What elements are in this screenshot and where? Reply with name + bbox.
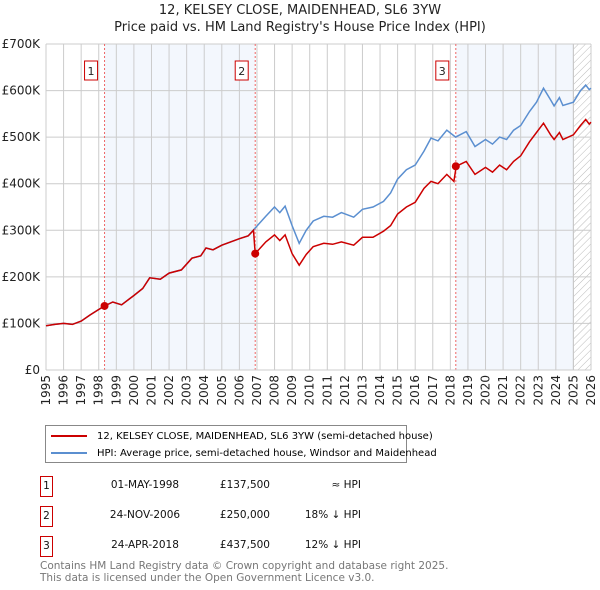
sale-badge-label: 1 (88, 65, 95, 78)
y-tick-label: £700K (2, 37, 42, 51)
x-tick-label: 2005 (215, 375, 229, 406)
sale-price: £250,000 (219, 509, 270, 521)
sale-price: £437,500 (219, 539, 270, 551)
x-tick-label: 2015 (391, 375, 405, 406)
x-tick-label: 2009 (285, 375, 299, 406)
x-tick-label: 2023 (531, 375, 545, 406)
legend-item-hpi: HPI: Average price, semi-detached house,… (46, 445, 437, 461)
ownership-band (455, 44, 574, 370)
x-tick-label: 2020 (479, 375, 493, 406)
sale-badge (234, 60, 249, 81)
x-tick-label: 2003 (180, 375, 194, 406)
sale-point (451, 162, 460, 171)
sale-marker-badge: 3 (40, 536, 53, 557)
sale-point (251, 249, 260, 258)
sale-hpi-diff: 18% ↓ HPI (304, 509, 361, 521)
chart-title: 12, KELSEY CLOSE, MAIDENHEAD, SL6 3YW (158, 3, 442, 18)
y-tick-label: £600K (2, 84, 42, 98)
x-tick-label: 1996 (57, 375, 71, 406)
x-tick-label: 2007 (250, 375, 264, 406)
y-tick-label: £100K (2, 316, 42, 330)
x-tick-label: 2002 (162, 375, 176, 406)
x-tick-label: 2021 (496, 375, 510, 406)
y-tick-label: £0 (25, 363, 40, 377)
x-tick-label: 2016 (408, 375, 422, 406)
sale-badge (435, 60, 450, 81)
x-tick-label: 1999 (109, 375, 123, 406)
legend: 12, KELSEY CLOSE, MAIDENHEAD, SL6 3YW (s… (45, 425, 437, 463)
x-tick-label: 2017 (426, 375, 440, 406)
x-tick-label: 2001 (144, 375, 158, 406)
sale-marker-badge: 2 (40, 506, 53, 527)
x-tick-label: 2004 (197, 375, 211, 406)
y-tick-label: £500K (2, 130, 42, 144)
sale-marker-badge: 1 (40, 476, 53, 497)
x-tick-label: 2024 (549, 375, 563, 406)
sale-price: £137,500 (219, 479, 270, 491)
y-tick-label: £300K (2, 223, 42, 237)
x-tick-label: 2010 (303, 375, 317, 406)
x-tick-label: 2019 (461, 375, 475, 406)
x-tick-label: 1998 (92, 375, 106, 406)
legend-blue-line (51, 452, 87, 454)
x-tick-label: 1997 (74, 375, 88, 406)
sale-hpi-diff: 12% ↓ HPI (304, 539, 361, 551)
sale-hpi-diff: ≈ HPI (331, 479, 361, 491)
x-tick-label: 2025 (566, 375, 580, 406)
legend-label: 12, KELSEY CLOSE, MAIDENHEAD, SL6 3YW (s… (97, 430, 433, 442)
footer: Contains HM Land Registry data © Crown c… (40, 560, 448, 584)
legend-label: HPI: Average price, semi-detached house,… (97, 447, 437, 459)
x-tick-label: 2011 (320, 375, 334, 406)
x-tick-label: 2014 (373, 375, 387, 406)
x-tick-label: 2022 (514, 375, 528, 406)
price-paid-line (45, 118, 592, 327)
x-tick-label: 2012 (338, 375, 352, 406)
y-tick-label: £200K (2, 270, 42, 284)
y-tick-label: £400K (2, 177, 42, 191)
sale-badge-label: 3 (439, 65, 446, 78)
x-tick-label: 1995 (39, 375, 53, 406)
x-tick-label: 2006 (232, 375, 246, 406)
x-tick-label: 2008 (268, 375, 282, 406)
footer-copyright: Contains HM Land Registry data © Crown c… (40, 560, 449, 572)
sale-point (100, 301, 109, 310)
x-tick-label: 2026 (584, 375, 598, 406)
forecast-hatch (573, 44, 591, 370)
x-tick-label: 2013 (355, 375, 369, 406)
legend-red-line (51, 435, 87, 437)
ownership-band (104, 44, 256, 370)
sale-date: 01-MAY-1998 (110, 479, 180, 491)
chart-subtitle: Price paid vs. HM Land Registry's House … (114, 20, 486, 35)
sale-date: 24-APR-2018 (111, 539, 179, 551)
sale-badge (84, 60, 99, 81)
sale-badge-label: 2 (238, 65, 245, 78)
x-tick-label: 2000 (127, 375, 141, 406)
sale-date: 24-NOV-2006 (109, 509, 181, 521)
footer-licence: This data is licensed under the Open Gov… (40, 572, 375, 584)
legend-item-property: 12, KELSEY CLOSE, MAIDENHEAD, SL6 3YW (s… (46, 428, 433, 444)
plot-area: 1995 1996 1997 1998 1999 2000 2001 2002 2003 2004… (2, 37, 598, 406)
x-tick-label: 2018 (443, 375, 457, 406)
